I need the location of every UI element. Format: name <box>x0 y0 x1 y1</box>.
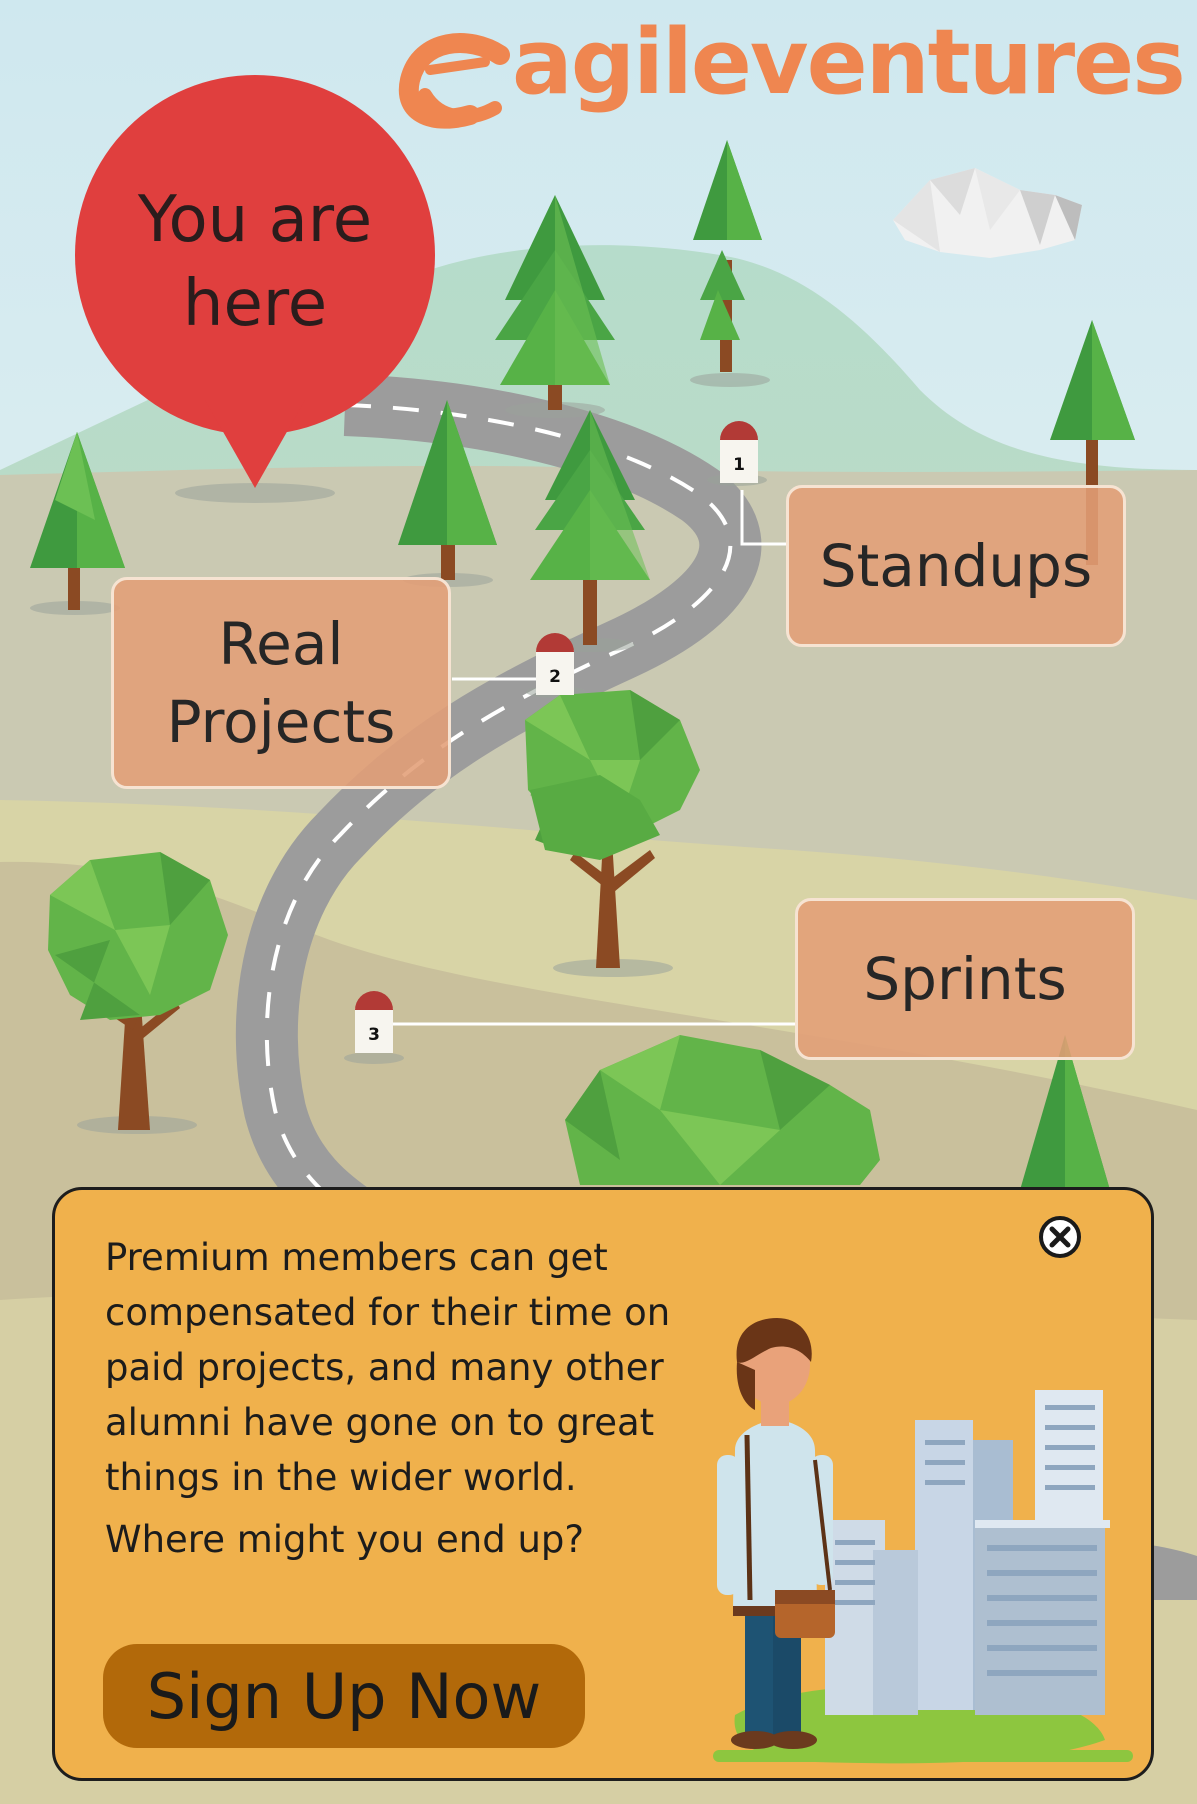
milestone-sprints: Sprints <box>795 898 1135 1060</box>
pine-tree <box>398 400 497 580</box>
milestone-marker-1 <box>720 421 758 483</box>
popup-body-line: things in the wider world. <box>105 1456 577 1499</box>
popup-body: Premium members can get compensated for … <box>105 1230 705 1505</box>
deciduous-tree <box>525 690 700 968</box>
logo-text[interactable]: agileventures <box>512 10 1186 115</box>
milestone-label-line-1: Real <box>218 610 344 678</box>
pine-tree <box>1020 1035 1110 1190</box>
pine-tree <box>693 140 762 372</box>
milestone-number-1: 1 <box>733 455 745 475</box>
you-are-here-label: You are here <box>90 178 420 346</box>
milestone-number-2: 2 <box>549 667 561 687</box>
milestone-label-line-2: Projects <box>166 688 396 756</box>
pine-tree <box>530 410 650 645</box>
you-are-here-line-2: here <box>182 267 328 341</box>
milestone-label: Sprints <box>863 945 1067 1013</box>
you-are-here-line-1: You are <box>137 183 373 257</box>
milestone-label: Standups <box>819 532 1093 600</box>
popup-body-line: paid projects, and many other <box>105 1346 664 1389</box>
milestone-connectors <box>393 490 797 1026</box>
cloud <box>893 168 1082 258</box>
location-pin-icon <box>75 75 435 488</box>
milestone-marker-2 <box>536 633 574 695</box>
sign-up-button[interactable]: Sign Up Now <box>103 1644 585 1748</box>
milestone-standups: Standups <box>786 485 1126 647</box>
agileventures-logo-icon <box>398 33 510 129</box>
popup-body-line: compensated for their time on <box>105 1291 671 1334</box>
popup-body-line: alumni have gone on to great <box>105 1401 655 1444</box>
bush <box>565 1035 880 1185</box>
deciduous-tree <box>48 852 228 1130</box>
milestone-real-projects: Real Projects <box>111 577 451 789</box>
milestone-number-3: 3 <box>368 1025 380 1045</box>
pine-tree <box>30 432 125 610</box>
popup-body-line: Premium members can get <box>105 1236 608 1279</box>
close-circle-icon <box>1039 1216 1081 1258</box>
popup-question: Where might you end up? <box>105 1518 585 1561</box>
road <box>235 374 1197 1600</box>
signup-popup: Premium members can get compensated for … <box>52 1187 1154 1781</box>
pine-tree <box>495 195 615 410</box>
milestone-marker-3 <box>355 991 393 1053</box>
person-with-city-illustration <box>713 1318 1133 1764</box>
close-button[interactable] <box>1036 1213 1084 1261</box>
